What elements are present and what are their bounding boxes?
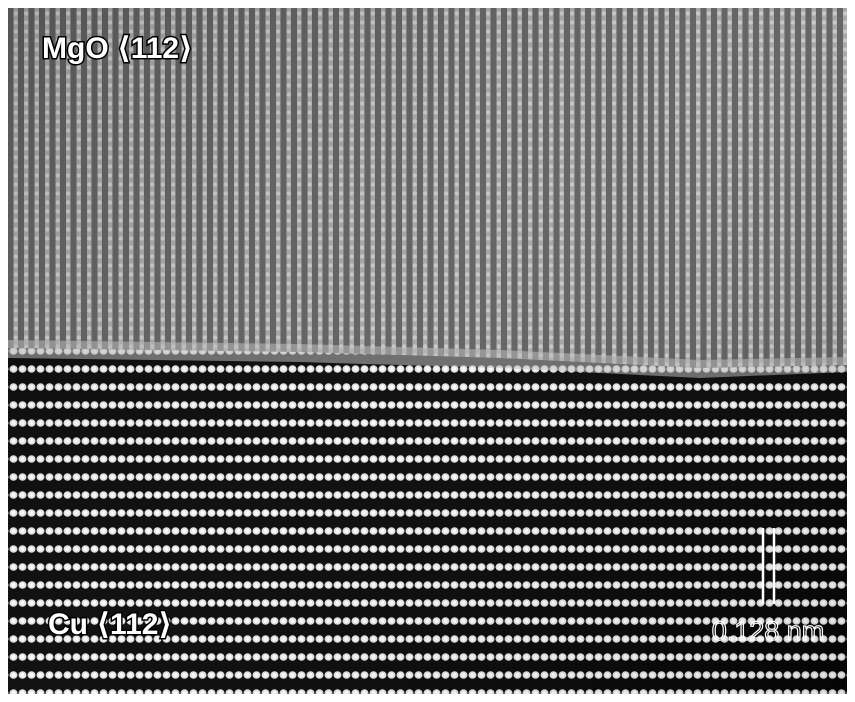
- scale-label: 0.128 nm: [712, 616, 825, 646]
- micrograph: MgO ⟨112⟩ Cu ⟨112⟩ 0.128 nm: [0, 0, 855, 702]
- shading: [8, 8, 847, 694]
- image-area: [8, 8, 847, 694]
- page: MgO ⟨112⟩ Cu ⟨112⟩ 0.128 nm (() => { con…: [0, 0, 855, 702]
- cu-label: Cu ⟨112⟩: [48, 608, 172, 641]
- mgo-label: MgO ⟨112⟩: [42, 32, 193, 65]
